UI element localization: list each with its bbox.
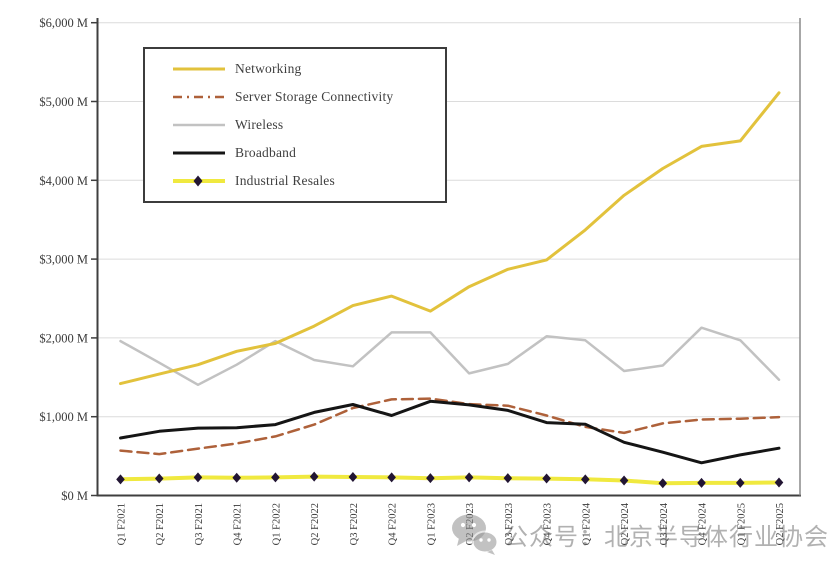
x-tick-label: Q1 F2022 bbox=[271, 503, 282, 545]
x-tick-label: Q4 F2021 bbox=[233, 503, 244, 545]
x-tick-label: Q1 F2021 bbox=[117, 503, 128, 545]
series-lines bbox=[118, 91, 781, 486]
series-line-wireless bbox=[119, 326, 781, 387]
y-tick-label: $1,000 M bbox=[39, 410, 88, 424]
y-tick-label: $3,000 M bbox=[39, 253, 88, 267]
legend-line-sample-wireless bbox=[173, 123, 225, 127]
legend-item-broadband: Broadband bbox=[172, 141, 445, 165]
x-tick-label: Q2 F2022 bbox=[310, 503, 321, 545]
diamond-marker bbox=[116, 474, 125, 485]
x-tick-label: Q4 F2023 bbox=[543, 503, 554, 545]
diamond-marker bbox=[464, 472, 474, 483]
x-tick-label: Q2 F2023 bbox=[465, 503, 476, 545]
diamond-marker bbox=[503, 473, 513, 484]
legend-item-wireless: Wireless bbox=[172, 113, 445, 137]
legend-diamond bbox=[193, 175, 203, 187]
series-line-server-storage-connectivity bbox=[119, 397, 781, 456]
x-tick-label: Q3 F2024 bbox=[659, 502, 670, 545]
legend-item-label: Server Storage Connectivity bbox=[235, 89, 394, 104]
legend-line-sample-networking bbox=[173, 67, 225, 71]
diamond-marker bbox=[697, 477, 706, 488]
legend-item-label: Industrial Resales bbox=[235, 173, 335, 188]
diamond-marker bbox=[774, 477, 784, 488]
diamond-marker bbox=[735, 477, 745, 488]
legend-item-label: Broadband bbox=[235, 145, 297, 160]
legend-line-sample-industrial-resales bbox=[173, 175, 225, 187]
legend-item-industrial-resales: Industrial Resales bbox=[172, 169, 445, 193]
y-tick-label: $4,000 M bbox=[39, 174, 88, 188]
legend: Networking Server Storage Connectivity Wir… bbox=[143, 47, 447, 203]
legend-line-sample-broadband bbox=[173, 151, 225, 155]
x-tick-label: Q3 F2021 bbox=[194, 503, 205, 545]
diamond-marker bbox=[542, 473, 551, 484]
diamond-marker bbox=[619, 475, 629, 486]
x-tick-label: Q4 F2022 bbox=[388, 503, 399, 545]
y-axis-labels: $0 M $1,000 M $2,000 M $3,000 M $4,000 M $5,0… bbox=[39, 16, 88, 503]
series-line-broadband bbox=[119, 399, 781, 465]
industrial-resales-markers bbox=[116, 471, 784, 489]
diamond-marker bbox=[426, 473, 435, 484]
legend-item-server-storage-connectivity: Server Storage Connectivity bbox=[172, 85, 445, 109]
x-tick-label: Q3 F2023 bbox=[504, 503, 515, 545]
diamond-marker bbox=[581, 474, 590, 485]
x-tick-label: Q2 F2024 bbox=[620, 502, 631, 545]
diamond-marker bbox=[309, 471, 319, 482]
diamond-marker bbox=[193, 472, 203, 483]
axes bbox=[91, 18, 801, 497]
x-tick-label: Q4 F2024 bbox=[698, 502, 709, 545]
legend-item-label: Wireless bbox=[235, 117, 284, 132]
legend-item-label: Networking bbox=[235, 61, 302, 76]
diamond-marker bbox=[348, 471, 358, 482]
diamond-marker bbox=[387, 472, 396, 483]
diamond-marker bbox=[232, 472, 242, 483]
x-tick-label: Q1 F2024 bbox=[581, 502, 592, 545]
y-tick-label: $6,000 M bbox=[39, 16, 88, 30]
diamond-marker bbox=[658, 478, 668, 489]
x-tick-label: Q3 F2022 bbox=[349, 503, 360, 545]
legend-item-networking: Networking bbox=[172, 57, 445, 81]
y-tick-label: $2,000 M bbox=[39, 331, 88, 345]
legend-line-sample-server-storage-connectivity bbox=[173, 95, 225, 99]
x-tick-label: Q2 F2025 bbox=[775, 503, 786, 545]
diamond-marker bbox=[271, 472, 280, 483]
y-tick-label: $0 M bbox=[61, 489, 88, 503]
x-axis-labels: Q1 F2021 Q2 F2021 Q3 F2021 Q4 F2021 Q1 F2022… bbox=[117, 502, 787, 545]
x-tick-label: Q1 F2025 bbox=[736, 503, 747, 545]
series-line-networking bbox=[119, 91, 781, 386]
series-line-industrial-resales bbox=[118, 474, 781, 486]
x-tick-label: Q2 F2021 bbox=[155, 503, 166, 545]
y-tick-label: $5,000 M bbox=[39, 95, 88, 109]
x-tick-label: Q1 F2023 bbox=[426, 503, 437, 545]
diamond-marker bbox=[154, 473, 164, 484]
